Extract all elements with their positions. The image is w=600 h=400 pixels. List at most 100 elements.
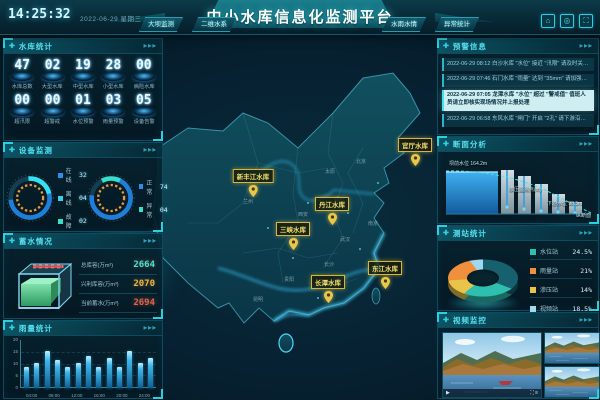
svg-text:南京: 南京 [368,220,378,227]
legend-swatch [58,218,63,224]
gauge-legend-item: 异常 04 [139,201,168,219]
china-outline [152,72,421,324]
top-header: 14:25:32 2022-06-29 星期三 中小水库信息化监测平台 大坝监测… [0,0,600,35]
nav-tab-left-1[interactable]: 二维水系 [192,17,236,32]
section-label-points: 渗压监测点(m) [509,187,542,193]
storage-value: 2664 [133,259,155,270]
china-map[interactable]: 兰州西安郑州武汉长沙贵阳昆明太原北京南京 新丰江水库 官厅水库丹江水库三峡水库长潭… [148,38,454,398]
section-label-axis: 纵断面 [575,213,591,219]
stats-grid: 47 水库总数 02 大型水库 19 中型水库 28 小型水库 00 病险水库 00 超汛限 00 超警戒… [4,54,162,125]
reservoir-marker[interactable]: 官厅水库 [398,135,432,167]
alert-row[interactable]: 2022-06-29 07:05 龙潭水库 "水位" 超过 "警戒值" 值班人员… [442,89,594,111]
rain-bar [24,367,29,388]
stat-pedestal-icon [11,108,34,116]
x-tick: 16:00 [93,393,105,398]
nav-tabs-left: 大坝监测 二维水系 [139,17,236,32]
video-thumbnail-small-2[interactable] [544,366,600,398]
y-tick: 15 [12,349,18,354]
panel-deco: ▶▶▶ [579,141,593,146]
panel-deco: ▶▶▶ [579,317,593,322]
alert-row[interactable]: 2022-06-29 07:46 石门水库 "雨量" 达到 "35mm" 请加强… [442,73,594,87]
panel-title: 水库统计 [18,41,53,51]
china-map-svg: 兰州西安郑州武汉长沙贵阳昆明太原北京南京 [148,72,421,353]
storage-value: 2694 [133,297,155,308]
panel-deco: ▶▶▶ [143,325,157,330]
stat-label: 水库总数 [11,84,33,90]
gauge-devices-right: 正常 74 异常 04 [87,166,168,230]
panel-header-icon: ✚ [9,325,16,332]
stat-label: 小型水库 [102,84,124,90]
alert-row[interactable]: 2022-06-29 08:12 白沙水库 "水位" 接近 "汛限" 请及时关注… [442,58,594,71]
gauge-devices-left: 在线 32 离线 04 故障 02 [6,166,87,230]
stat-value: 47 [14,58,31,73]
x-axis-labels: 04:00 08:00 12:00 16:00 20:00 24:00 [20,393,156,398]
nav-tab-right-1[interactable]: 异常统计 [435,17,479,32]
panel-storage: ✚ 蓄水情况 ▶▶▶ 总库容(万m³) 2664 兴利库容(万 [3,233,163,319]
location-pin-icon [288,238,298,250]
panel-title: 设备监测 [18,145,53,155]
rain-bar [127,351,133,388]
chart-bars [22,340,155,388]
stat-value: 28 [105,58,122,73]
panel-deco: ▶▶▶ [579,230,593,235]
rain-bar [147,358,153,388]
reservoir-marker[interactable]: 长潭水库 [311,272,345,304]
video-tools-icon[interactable]: ⛶ ≡ [530,390,538,396]
station-dots [148,172,379,299]
storage-label: 兴利库容(万m³) [81,281,119,288]
stat-item: 03 雨量预警 [98,94,128,125]
stat-pedestal-icon [102,108,125,116]
pie-top [448,259,518,297]
reservoir-marker[interactable]: 三峡水库 [276,219,310,251]
reservoir-marker[interactable]: 东江水库 [368,258,402,290]
stat-pedestal-icon [71,108,94,116]
header-icons: ⌂ ◎ ⛶ [541,14,593,28]
panel-header-icon: ✚ [443,230,450,237]
stat-label: 设备告警 [133,119,155,125]
section-label-water: 坝前水位 164.2m [449,161,488,167]
reservoir-marker-label: 长潭水库 [311,275,345,289]
title-banner [205,0,395,28]
x-tick: 20:00 [116,393,128,398]
stat-label: 超警戒 [44,119,61,125]
legend-label: 离线 [65,192,72,207]
reservoir-marker[interactable]: 新丰江水库 [232,166,274,198]
legend-label: 异常 [146,203,153,219]
rain-bar [137,363,143,388]
stat-item: 01 水位预警 [68,94,98,125]
legend-swatch [530,305,536,312]
alert-row[interactable]: 2022-06-29 06:58 东风水库 "闸门" 开启 "2孔" 请下游沿岸… [442,113,594,127]
svg-text:武汉: 武汉 [340,236,350,243]
reservoir-marker[interactable]: 丹江水库 [315,194,349,226]
x-tick: 12:00 [71,393,83,398]
panel-title: 视频监控 [452,315,487,325]
panel-device-status: ✚ 设备监测 ▶▶▶ 在线 32 离线 04 故障 02 [3,142,168,232]
nav-tab-right-0[interactable]: 水雨水情 [382,17,426,32]
stat-value: 00 [135,58,152,73]
legend-value: 14% [580,285,592,294]
fullscreen-icon[interactable]: ⛶ [579,14,593,28]
video-thumbnail-main[interactable]: ▶ ⛶ ≡ [442,332,542,398]
panel-header-icon: ✚ [9,147,16,154]
section-label-tail: 下游水位 98.5m [547,201,583,207]
storage-row: 当前蓄水(万m³) 2694 [79,294,157,313]
date-label: 2022-06-29 星期三 [80,16,142,23]
video-controls[interactable]: ▶ ⛶ ≡ [443,389,541,397]
panel-deco: ▶▶▶ [579,43,593,48]
pie-legend-item: 渗压站 14% [530,285,592,298]
nav-tab-left-0[interactable]: 大坝监测 [139,17,183,32]
y-tick: 10 [12,361,18,366]
video-thumbnail-small-1[interactable] [544,332,600,364]
panel-header-icon: ✚ [443,141,450,148]
locate-icon[interactable]: ◎ [560,14,574,28]
y-tick: 5 [15,373,18,378]
pie-legend-item: 雨量站 21% [530,266,592,279]
play-icon[interactable]: ▶ [446,390,450,396]
panel-deco: ▶▶▶ [143,147,157,152]
legend-value: 04 [79,194,87,202]
panel-title: 雨量统计 [18,323,53,333]
home-icon[interactable]: ⌂ [541,14,555,28]
rain-bar [96,367,102,388]
stat-value: 03 [105,93,122,108]
